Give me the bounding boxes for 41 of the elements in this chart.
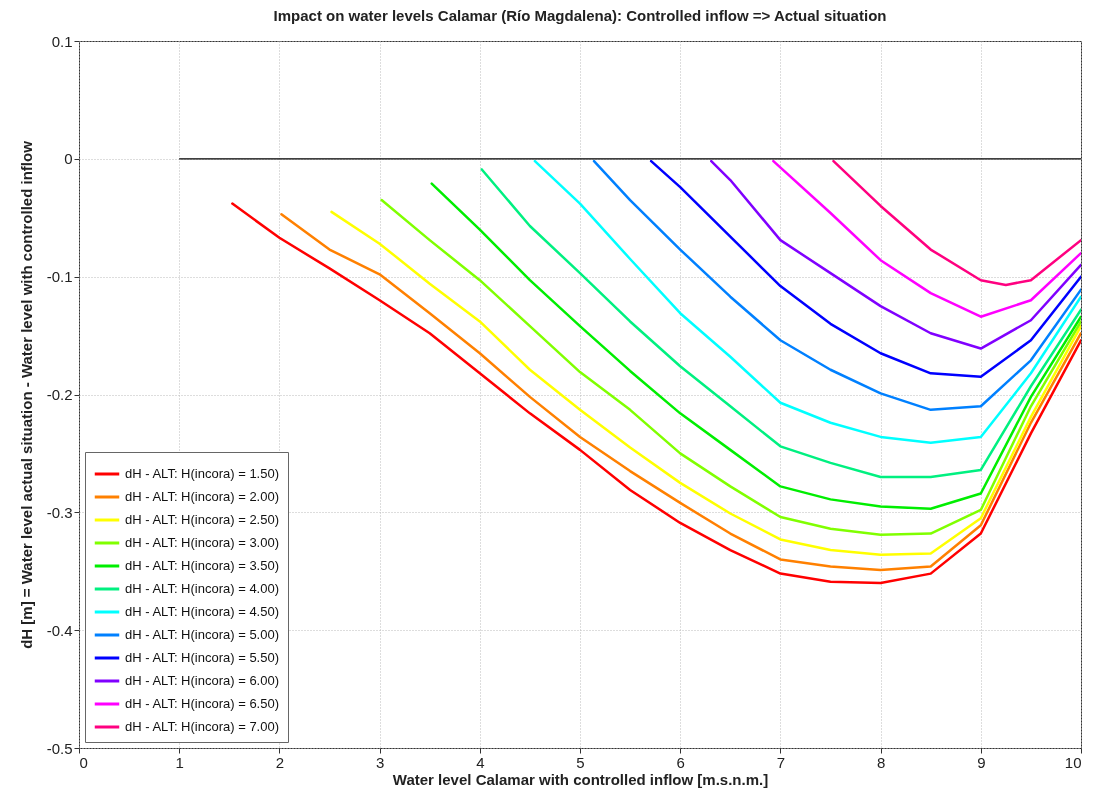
x-tick-label: 10 — [1064, 753, 1082, 771]
legend-label: dH - ALT: H(incora) = 4.50) — [125, 604, 280, 619]
legend-label: dH - ALT: H(incora) = 5.00) — [125, 627, 280, 642]
y-axis-title: dH [m] = Water level actual situation - Water level with controlled inflow — [17, 140, 35, 649]
y-tick-label: -0.2 — [46, 386, 73, 403]
x-axis-title: Water level Calamar with controlled inflow [m.s.n.m.] — [392, 770, 769, 788]
y-tick-label: -0.4 — [46, 621, 73, 639]
x-tick-label: 3 — [375, 753, 385, 771]
legend-label: dH - ALT: H(incora) = 2.00) — [125, 489, 280, 504]
y-tick-label: 0.1 — [51, 32, 73, 50]
line-series — [772, 159, 1081, 318]
y-tick-label: 0 — [64, 150, 73, 168]
legend-label: dH - ALT: H(incora) = 6.00) — [125, 673, 280, 688]
line-series — [832, 159, 1081, 287]
legend-label: dH - ALT: H(incora) = 4.00) — [125, 581, 280, 596]
legend-label: dH - ALT: H(incora) = 6.50) — [125, 696, 280, 711]
x-tick-label: 2 — [275, 753, 285, 771]
x-tick-label: 7 — [776, 753, 786, 771]
y-tick-label: -0.5 — [46, 739, 73, 757]
line-series — [592, 159, 1081, 412]
chart-title: Impact on water levels Calamar (Río Magdalena): Controlled inflow => Actual situation — [273, 7, 887, 24]
y-tick-label: -0.1 — [46, 268, 73, 286]
legend-label: dH - ALT: H(incora) = 3.50) — [125, 558, 280, 573]
line-series — [480, 168, 1081, 479]
legend-label: dH - ALT: H(incora) = 2.50) — [125, 512, 280, 527]
line-series — [533, 159, 1081, 445]
x-tick-label: 9 — [977, 753, 986, 771]
legend-label: dH - ALT: H(incora) = 5.50) — [125, 650, 280, 665]
line-series — [710, 159, 1081, 350]
line-series — [430, 182, 1081, 511]
x-tick-label: 4 — [476, 753, 485, 771]
line-series — [649, 159, 1081, 379]
x-tick-label: 0 — [79, 753, 88, 771]
legend-label: dH - ALT: H(incora) = 3.00) — [125, 535, 280, 550]
x-tick-label: 1 — [175, 753, 184, 771]
legend-label: dH - ALT: H(incora) = 7.00) — [125, 719, 280, 734]
x-tick-label: 8 — [876, 753, 886, 771]
x-tick-label: 6 — [676, 753, 685, 771]
x-tick-label: 5 — [576, 753, 585, 771]
legend-label: dH - ALT: H(incora) = 1.50) — [125, 466, 280, 481]
y-tick-label: -0.3 — [46, 503, 73, 521]
